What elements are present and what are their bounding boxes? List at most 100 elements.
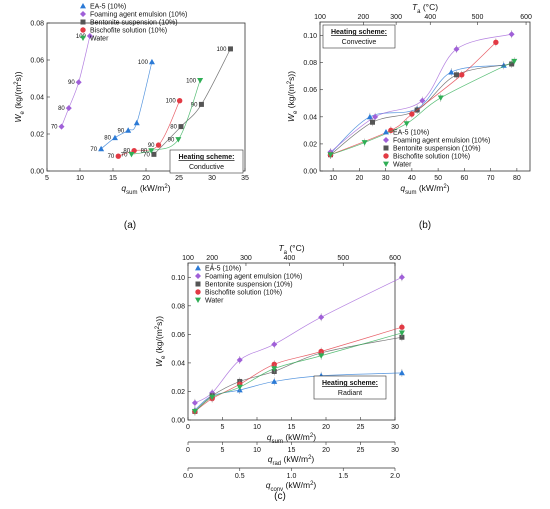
- series-3: [327, 38, 499, 159]
- data-point: [176, 98, 183, 104]
- point-label: 100: [166, 99, 177, 105]
- data-point: [111, 134, 118, 141]
- data-point: [318, 348, 324, 355]
- data-point: [388, 127, 394, 134]
- heating-scheme-title: Heating scheme:: [322, 380, 378, 387]
- x-tick-label: 30: [382, 175, 390, 182]
- data-point: [454, 72, 459, 78]
- legend-marker: [383, 153, 389, 159]
- y-axis-label: We (kg/(m2s)): [286, 71, 299, 122]
- data-point: [370, 119, 375, 125]
- point-label: 80: [104, 136, 111, 142]
- data-point: [86, 32, 93, 39]
- y-tick-label: 0.00: [30, 169, 44, 176]
- legend-marker: [80, 19, 86, 25]
- legend-entry: EA-5 (10%): [205, 266, 241, 273]
- x-axis-label-conv: qconv (kW/m2): [266, 480, 317, 493]
- data-point: [155, 142, 162, 148]
- series-line: [153, 48, 231, 155]
- y-tick-label: 0.08: [171, 303, 185, 310]
- y-tick-label: 0.04: [171, 360, 185, 367]
- chart-b: 10 20 30 40 50 60 70 80 0.00 0.02 0.04 0.06 0.08 0.10…: [286, 2, 532, 231]
- legend-marker: [195, 265, 201, 271]
- top-tick-label: 300: [390, 14, 402, 21]
- data-point: [509, 61, 515, 67]
- x-tick-label-rad: 10: [253, 447, 261, 454]
- legend-entry: Water: [205, 298, 224, 305]
- caption: (c): [274, 491, 286, 502]
- heating-scheme-value: Convective: [342, 39, 377, 46]
- top-axis-label: Ta (°C): [278, 243, 304, 256]
- y-tick-label: 0.06: [303, 87, 317, 94]
- legend-entry: EA-5 (10%): [90, 4, 126, 11]
- data-point: [361, 140, 368, 146]
- x-tick-label-rad: 0: [186, 447, 190, 454]
- top-tick-label: 500: [337, 255, 349, 262]
- point-label: 70: [90, 147, 97, 153]
- heating-scheme-box: [169, 149, 244, 174]
- top-tick-label: 200: [357, 14, 369, 21]
- x-axis-label-rad: qrad (kW/m2): [268, 454, 315, 467]
- x-tick-label: 25: [357, 424, 365, 431]
- y-tick-label: 0.08: [303, 60, 317, 67]
- x-tick-label: 40: [408, 175, 416, 182]
- series-4: [191, 328, 405, 416]
- point-label: 70: [108, 154, 115, 160]
- data-point: [372, 113, 379, 120]
- legend-marker: [383, 161, 389, 167]
- data-point: [209, 394, 216, 401]
- legend-entry: Bischofite solution (10%): [205, 290, 282, 297]
- legend-marker: [383, 129, 389, 135]
- data-point: [227, 46, 233, 52]
- y-tick-label: 0.02: [30, 132, 44, 139]
- x-tick-label-rad: 5: [221, 447, 225, 454]
- data-point: [398, 369, 405, 376]
- x-tick-label-conv: 0.5: [235, 473, 245, 480]
- series-3: [192, 323, 405, 416]
- data-point: [75, 79, 82, 86]
- heating-scheme-title: Heating scheme:: [178, 154, 234, 161]
- data-point: [151, 151, 157, 157]
- data-point: [398, 330, 405, 336]
- data-point: [398, 274, 405, 281]
- point-label: 90: [191, 102, 198, 108]
- top-tick-label: 400: [424, 14, 436, 21]
- x-tick-label: 60: [460, 175, 468, 182]
- data-point: [448, 69, 455, 75]
- x-tick-label-rad: 30: [391, 447, 399, 454]
- data-point: [318, 314, 325, 321]
- point-label: 100: [138, 60, 149, 66]
- series-line: [118, 100, 180, 157]
- legend-marker: [195, 281, 201, 287]
- data-point: [191, 409, 198, 415]
- point-label: 80: [141, 149, 148, 155]
- legend-marker: [195, 273, 201, 279]
- top-tick-label: 400: [284, 255, 296, 262]
- data-point: [133, 119, 140, 126]
- x-axis-label: qsum (kW/m2): [121, 183, 170, 196]
- data-point: [399, 324, 405, 330]
- data-point: [318, 353, 325, 359]
- legend-entry: Foaming agent emulsion (10%): [90, 12, 187, 19]
- point-label: 80: [58, 106, 65, 112]
- legend-marker: [80, 3, 86, 9]
- legend-entry: Bentonite suspension (10%): [90, 20, 178, 27]
- point-label: 80: [170, 125, 177, 131]
- data-point: [409, 111, 415, 117]
- legend-marker: [80, 27, 86, 33]
- x-tick-label-rad: 20: [322, 447, 330, 454]
- series-line: [131, 80, 201, 155]
- x-tick-label: 5: [221, 424, 225, 431]
- plot-frame: [319, 21, 531, 172]
- data-point: [399, 334, 405, 340]
- top-tick-label: 100: [182, 255, 194, 262]
- data-point: [271, 378, 278, 384]
- y-tick-label: 0.00: [171, 418, 185, 425]
- legend: EA-5 (10%)Foaming agent emulsion (10%)Be…: [195, 265, 302, 305]
- heating-scheme-value: Conductive: [189, 164, 224, 171]
- data-point: [511, 58, 518, 65]
